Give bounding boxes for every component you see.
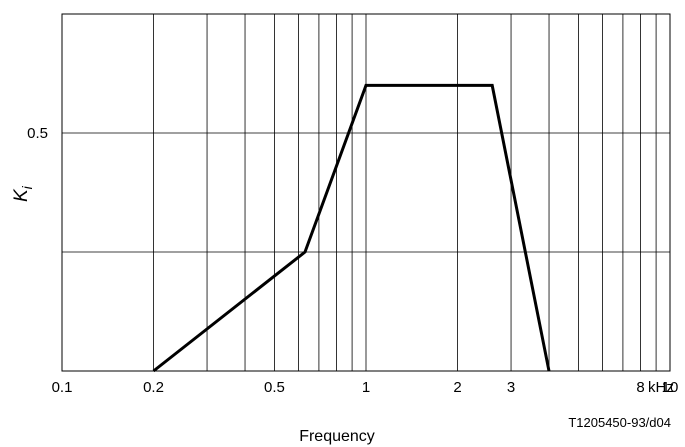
series-line	[152, 83, 551, 373]
x-tick-label: 0.5	[264, 379, 285, 396]
x-tick-label: 2	[453, 379, 461, 396]
y-tick-labels: 0.5	[27, 125, 48, 142]
x-axis-title: Frequency	[299, 428, 375, 445]
x-tick-label: 3	[507, 379, 515, 396]
series-layer	[152, 83, 551, 373]
x-tick-label: 1	[362, 379, 370, 396]
x-tick-label: 8	[636, 379, 644, 396]
x-unit-label: kHz	[648, 379, 674, 396]
y-gridlines	[62, 132, 670, 253]
y-axis-title: Ki	[11, 185, 35, 202]
x-tick-label: 0.2	[143, 379, 164, 396]
x-tick-label: 0.1	[52, 379, 73, 396]
x-tick-label: 10	[662, 379, 679, 396]
x-tick-labels: 0.1 0.2 0.5 1 2 3 8 10	[52, 379, 679, 396]
figure-reference: T1205450-93/d04	[568, 415, 671, 430]
y-tick-label: 0.5	[27, 125, 48, 142]
x-gridlines	[153, 14, 657, 371]
y-axis-title-main: K	[11, 188, 32, 202]
y-axis-title-sub: i	[19, 185, 35, 189]
